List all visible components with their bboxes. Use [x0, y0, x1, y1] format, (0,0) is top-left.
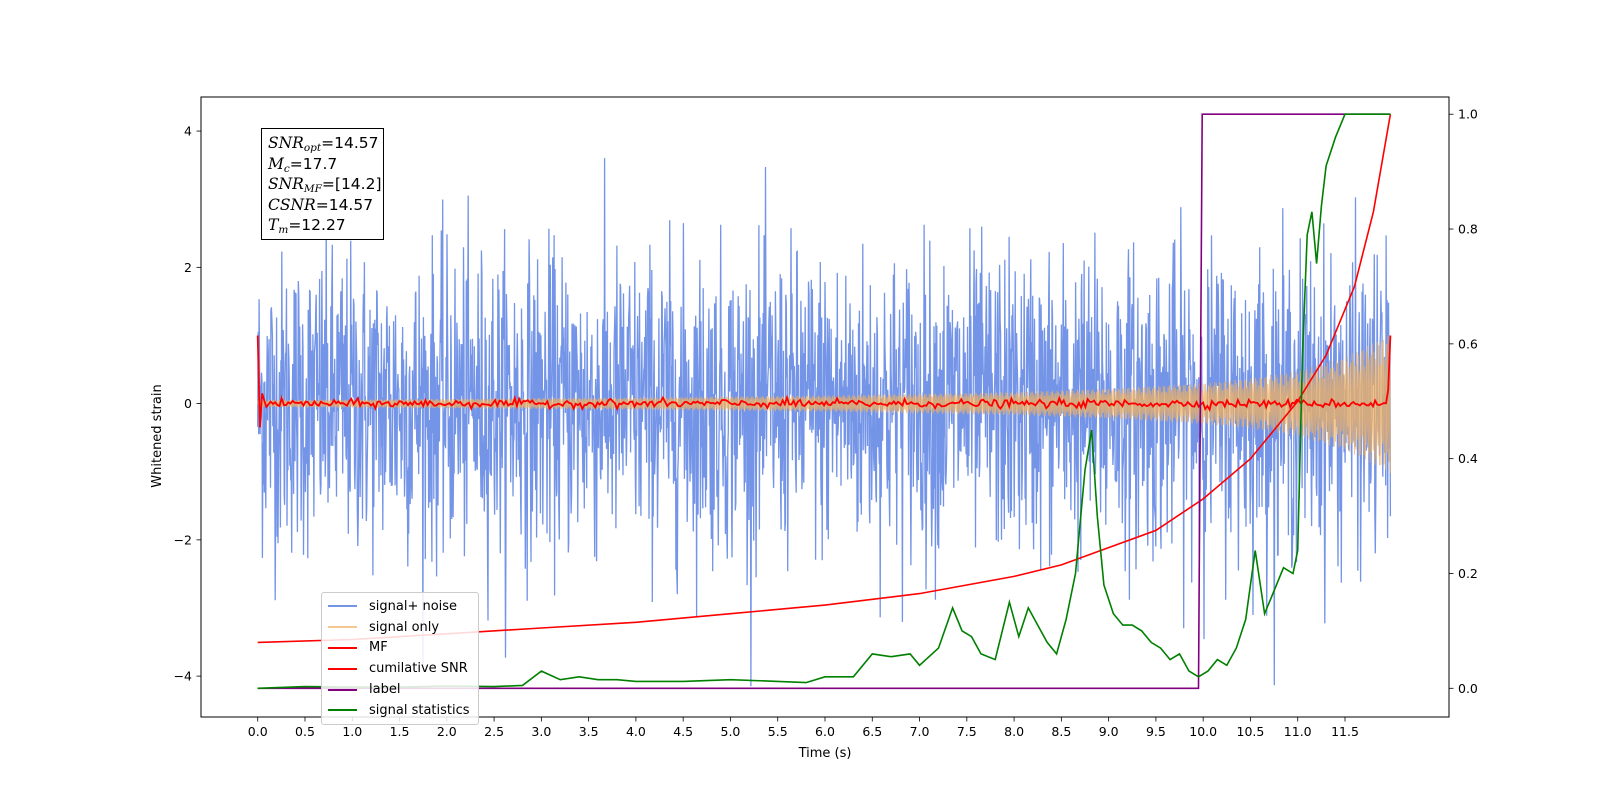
legend-swatch — [328, 605, 357, 608]
mc-base: M — [268, 154, 284, 173]
legend-label: label — [369, 682, 401, 698]
legend-item: signal+ noise — [328, 596, 472, 617]
x-tick-label: 6.0 — [815, 724, 835, 739]
legend-label: cumilative SNR — [369, 661, 468, 677]
x-tick-label: 6.5 — [862, 724, 882, 739]
x-tick-label: 10.5 — [1237, 724, 1265, 739]
x-tick-label: 8.0 — [1004, 724, 1024, 739]
tm-sub: m — [278, 224, 289, 236]
snr-mf-value: =[14.2] — [321, 175, 382, 193]
legend-item: label — [328, 679, 472, 700]
series-mf — [256, 335, 1392, 428]
legend-label: signal statistics — [369, 702, 470, 718]
snr-mf-base: SNR — [268, 175, 304, 193]
legend-label: MF — [369, 640, 388, 656]
legend-item: cumilative SNR — [328, 658, 472, 679]
x-tick-label: 2.0 — [437, 724, 457, 739]
x-tick-label: 5.0 — [721, 724, 741, 739]
x-tick-label: 1.5 — [390, 724, 410, 739]
legend-swatch — [328, 709, 357, 712]
annotation-csnr: CSNR=14.57 — [268, 195, 377, 216]
y-axis-label: Whitened strain — [150, 384, 165, 487]
legend-swatch — [328, 646, 357, 649]
y2-tick-label: 1.0 — [1458, 107, 1478, 122]
tm-value: =12.27 — [288, 216, 346, 234]
legend-label: signal+ noise — [369, 598, 458, 614]
x-tick-label: 0.0 — [248, 724, 268, 739]
annotation-mc: Mc=17.7 — [268, 154, 377, 175]
legend-swatch — [328, 667, 357, 670]
legend-item: signal only — [328, 617, 472, 638]
snr-opt-base: SNR — [268, 134, 304, 152]
legend-swatch — [328, 626, 357, 629]
series-cumulative-snr — [257, 114, 1392, 644]
annotation-snr-mf: SNRMF=[14.2] — [268, 174, 382, 195]
ticks-layer: 0.0 0.5 1.0 1.5 2.0 2.5 3.0 3.5 4.0 4.5 5.0 5.5 6.0 6… — [174, 107, 1478, 739]
x-tick-label: 7.0 — [910, 724, 930, 739]
series-signal-noise — [257, 158, 1392, 687]
series-signal-statistics — [257, 113, 1391, 690]
y-tick-label: 2 — [184, 260, 192, 275]
y2-tick-label: 0.0 — [1458, 681, 1478, 696]
x-tick-label: 4.5 — [673, 724, 693, 739]
y-tick-label: −4 — [174, 669, 192, 684]
x-tick-label: 0.5 — [295, 724, 315, 739]
legend-item: MF — [328, 638, 472, 659]
tm-base: T — [268, 216, 279, 234]
y2-tick-label: 0.8 — [1458, 222, 1478, 237]
x-tick-label: 4.0 — [626, 724, 646, 739]
mc-value: =17.7 — [289, 154, 338, 173]
csnr-base: CSNR — [268, 195, 316, 214]
y-tick-label: 4 — [184, 124, 192, 139]
x-tick-label: 3.5 — [579, 724, 599, 739]
y2-tick-label: 0.4 — [1458, 451, 1478, 466]
x-tick-label: 8.5 — [1051, 724, 1071, 739]
series-label — [257, 113, 1391, 690]
y2-tick-label: 0.6 — [1458, 336, 1478, 351]
series-layer — [256, 113, 1392, 690]
x-tick-label: 11.5 — [1331, 724, 1359, 739]
x-tick-label: 1.0 — [342, 724, 362, 739]
snr-opt-value: =14.57 — [321, 134, 379, 152]
x-tick-label: 10.0 — [1189, 724, 1217, 739]
x-tick-label: 3.0 — [531, 724, 551, 739]
snr-mf-sub: MF — [303, 183, 322, 195]
legend-swatch — [328, 688, 357, 691]
x-tick-label: 9.0 — [1099, 724, 1119, 739]
chart-legend: signal+ noise signal only MF cumilative SNR… — [321, 592, 479, 725]
x-tick-label: 2.5 — [484, 724, 504, 739]
annotation-tm: Tm=12.27 — [268, 215, 377, 236]
y2-tick-label: 0.2 — [1458, 566, 1478, 581]
y-tick-label: −2 — [174, 532, 192, 547]
x-tick-label: 5.5 — [768, 724, 788, 739]
snr-annotation-box: SNRopt=14.57 Mc=17.7 SNRMF=[14.2] CSNR=1… — [261, 128, 384, 240]
x-tick-label: 11.0 — [1284, 724, 1312, 739]
y-tick-label: 0 — [184, 396, 192, 411]
annotation-snr-opt: SNRopt=14.57 — [268, 133, 379, 154]
legend-label: signal only — [369, 619, 440, 635]
mc-sub: c — [283, 162, 290, 175]
x-axis-label: Time (s) — [798, 746, 852, 761]
legend-item: signal statistics — [328, 700, 472, 721]
snr-opt-sub: opt — [303, 142, 322, 154]
csnr-value: =14.57 — [315, 195, 374, 214]
x-tick-label: 7.5 — [957, 724, 977, 739]
x-tick-label: 9.5 — [1146, 724, 1166, 739]
